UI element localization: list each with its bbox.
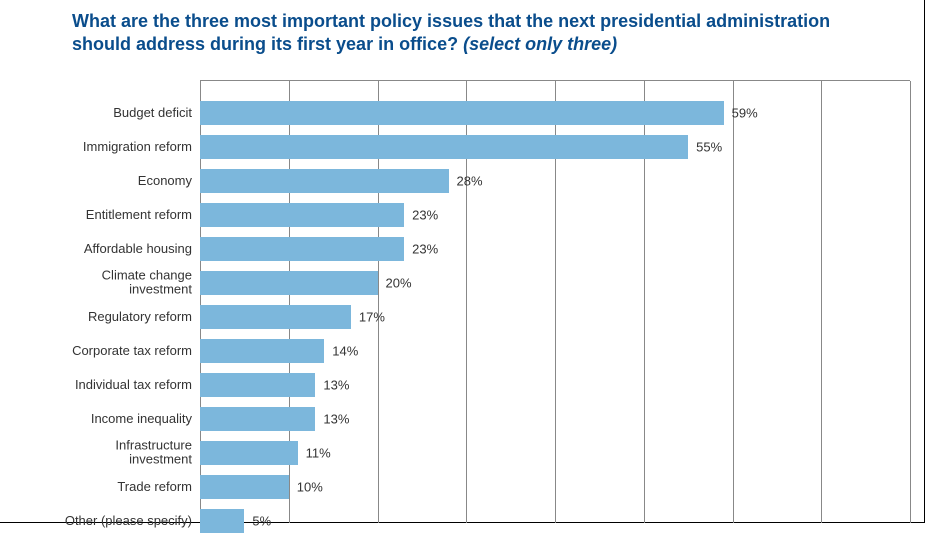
- bar: [200, 339, 324, 363]
- value-label: 55%: [696, 140, 722, 155]
- category-label: Corporate tax reform: [0, 344, 192, 358]
- bar: [200, 509, 244, 533]
- bar-row: Individual tax reform 13%: [0, 368, 918, 402]
- category-label: Immigration reform: [0, 140, 192, 154]
- bar-row: Corporate tax reform 14%: [0, 334, 918, 368]
- bar-row: Entitlement reform 23%: [0, 198, 918, 232]
- category-label: Infrastructureinvestment: [0, 439, 192, 468]
- bar-row: Climate changeinvestment 20%: [0, 266, 918, 300]
- value-label: 17%: [359, 310, 385, 325]
- bar: [200, 101, 724, 125]
- category-label: Affordable housing: [0, 242, 192, 256]
- category-label: Economy: [0, 174, 192, 188]
- title-instruction: (select only three): [463, 34, 617, 54]
- bar-row: Income inequality 13%: [0, 402, 918, 436]
- bar: [200, 373, 315, 397]
- chart-title: What are the three most important policy…: [0, 0, 924, 57]
- category-label: Other (please specify): [0, 514, 192, 528]
- category-label: Trade reform: [0, 480, 192, 494]
- bar: [200, 271, 378, 295]
- bar: [200, 407, 315, 431]
- value-label: 28%: [457, 174, 483, 189]
- value-label: 13%: [323, 412, 349, 427]
- title-line-1: What are the three most important policy…: [72, 11, 830, 31]
- value-label: 5%: [252, 514, 271, 529]
- bar-row: Affordable housing 23%: [0, 232, 918, 266]
- value-label: 14%: [332, 344, 358, 359]
- value-label: 23%: [412, 242, 438, 257]
- bar: [200, 441, 298, 465]
- value-label: 11%: [306, 446, 331, 461]
- value-label: 10%: [297, 480, 323, 495]
- bar: [200, 237, 404, 261]
- value-label: 20%: [386, 276, 412, 291]
- bar: [200, 169, 449, 193]
- bar-row: Trade reform 10%: [0, 470, 918, 504]
- bar-row: Infrastructureinvestment 11%: [0, 436, 918, 470]
- category-label: Budget deficit: [0, 106, 192, 120]
- category-label: Entitlement reform: [0, 208, 192, 222]
- bar: [200, 203, 404, 227]
- category-label: Income inequality: [0, 412, 192, 426]
- chart-container: What are the three most important policy…: [0, 0, 925, 523]
- bar-row: Immigration reform 55%: [0, 130, 918, 164]
- bar: [200, 135, 688, 159]
- category-label: Individual tax reform: [0, 378, 192, 392]
- bar-row: Regulatory reform 17%: [0, 300, 918, 334]
- bar-row: Economy 28%: [0, 164, 918, 198]
- category-label: Climate changeinvestment: [0, 269, 192, 298]
- value-label: 59%: [732, 106, 758, 121]
- category-label: Regulatory reform: [0, 310, 192, 324]
- title-line-2a: should address during its first year in …: [72, 34, 463, 54]
- bar: [200, 305, 351, 329]
- bar: [200, 475, 289, 499]
- value-label: 13%: [323, 378, 349, 393]
- value-label: 23%: [412, 208, 438, 223]
- bar-row: Budget deficit 59%: [0, 96, 918, 130]
- chart-plot-area: Budget deficit 59% Immigration reform 55% Ec…: [0, 80, 918, 522]
- bar-row: Other (please specify) 5%: [0, 504, 918, 538]
